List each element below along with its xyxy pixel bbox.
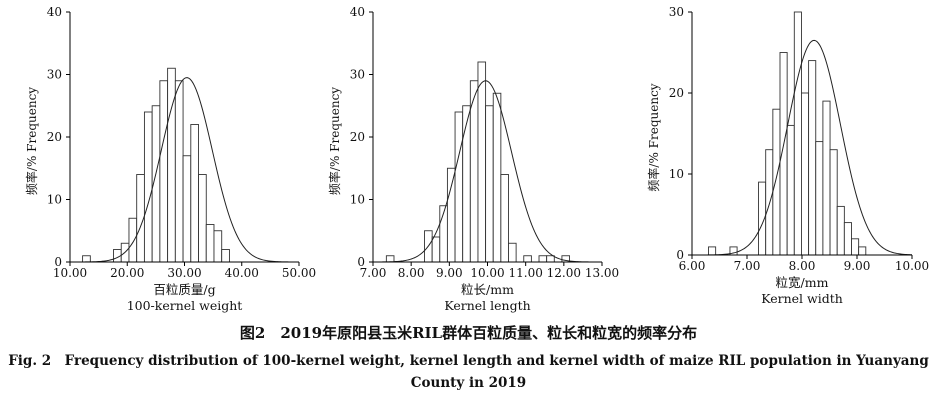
histogram-bar — [500, 174, 509, 263]
normal-curve — [70, 77, 299, 263]
x-tick-label: 12.00 — [547, 266, 581, 280]
histogram-bar — [772, 108, 781, 256]
histogram-bar — [822, 100, 831, 256]
histogram-bar — [477, 61, 487, 263]
histogram-bar — [454, 111, 464, 263]
y-axis-label: 频率/% Frequency — [646, 83, 661, 191]
y-tick-label: 20 — [669, 86, 684, 100]
histogram-bar — [190, 124, 199, 263]
x-tick-label: 7.00 — [734, 259, 761, 273]
histogram-bar — [205, 224, 215, 263]
histogram-bar — [446, 167, 456, 263]
histogram-bar — [843, 222, 852, 256]
histogram-bar — [143, 111, 153, 263]
histogram-bar — [469, 80, 479, 263]
figure-caption-en-line1: Fig. 2 Frequency distribution of 100-ker… — [8, 353, 929, 369]
histogram-bar — [492, 92, 502, 263]
histogram-bar — [546, 255, 555, 263]
normal-curve — [691, 39, 913, 256]
y-tick-label: 30 — [47, 68, 62, 82]
y-tick-label: 0 — [676, 248, 684, 262]
histogram-bar — [128, 217, 138, 263]
histogram-bar — [793, 11, 802, 256]
y-tick-label: 20 — [350, 130, 365, 144]
y-axis-label: 频率/% Frequency — [327, 87, 342, 195]
normal-curve — [372, 80, 602, 263]
histogram-bar — [779, 52, 788, 256]
histogram-bar — [174, 80, 184, 263]
x-tick-label: 13.00 — [585, 266, 619, 280]
x-tick-label: 10.00 — [53, 266, 87, 280]
x-tick-label: 10.00 — [470, 266, 504, 280]
chart-panel-length: 7.00 8.00 9.00 10.00 11.00 12.00 13.00 0 10 20 30 4… — [327, 5, 619, 313]
y-tick-label: 40 — [47, 5, 62, 19]
x-tick-label: 20.00 — [110, 266, 144, 280]
chart-panel-weight: 10.00 20.00 30.00 40.00 50.00 0 10 20 30 40 频率/% F… — [24, 5, 316, 313]
histogram-bar — [159, 80, 169, 263]
x-axis-label-en: Kernel width — [761, 291, 843, 306]
x-tick-label: 8.00 — [398, 266, 425, 280]
histogram-bar — [829, 149, 838, 256]
histogram-bar — [538, 255, 548, 263]
histogram-bar — [198, 174, 207, 263]
histogram-bar — [851, 238, 860, 256]
x-tick-label: 40.00 — [225, 266, 259, 280]
x-axis-label-cn: 粒宽/mm — [776, 275, 829, 290]
y-axis-label: 频率/% Frequency — [24, 87, 39, 195]
y-tick-label: 10 — [669, 167, 684, 181]
histogram-bar — [385, 255, 395, 263]
figure-caption-en-line2: County in 2019 — [410, 375, 527, 391]
x-tick-label: 9.00 — [844, 259, 871, 273]
histogram-bar — [508, 242, 517, 263]
x-axis-label-en: Kernel length — [444, 298, 530, 313]
figure: 10.00 20.00 30.00 40.00 50.00 0 10 20 30 40 频率/% F… — [24, 5, 929, 313]
y-tick-label: 0 — [357, 255, 365, 269]
figure-caption-cn: 图2 2019年原阳县玉米RIL群体百粒质量、粒长和粒宽的频率分布 — [239, 324, 698, 342]
histogram-bar — [765, 149, 774, 256]
y-tick-label: 0 — [54, 255, 62, 269]
x-tick-label: 50.00 — [282, 266, 316, 280]
x-tick-label: 9.00 — [436, 266, 463, 280]
y-tick-label: 30 — [669, 5, 684, 19]
y-tick-label: 30 — [350, 68, 365, 82]
x-tick-label: 7.00 — [360, 266, 387, 280]
histogram-bar — [221, 249, 230, 263]
histogram-bar — [786, 124, 795, 256]
histogram-bar — [523, 255, 532, 263]
histogram-bar — [462, 105, 471, 263]
y-tick-label: 40 — [350, 5, 365, 19]
x-tick-label: 30.00 — [167, 266, 201, 280]
x-axis-label-en: 100-kernel weight — [127, 298, 243, 313]
chart-panel-width: 6.00 7.00 8.00 9.00 10.00 0 10 20 30 频率/% Frequen… — [646, 5, 929, 306]
x-tick-label: 6.00 — [679, 259, 706, 273]
y-tick-label: 10 — [350, 193, 365, 207]
x-axis-label-cn: 粒长/mm — [461, 282, 514, 297]
histogram-bar — [836, 205, 845, 256]
histogram-bar — [431, 236, 441, 263]
histogram-bar — [82, 255, 91, 263]
x-tick-label: 8.00 — [789, 259, 816, 273]
y-tick-label: 10 — [47, 193, 62, 207]
histogram-bar — [485, 105, 494, 263]
x-tick-label: 11.00 — [508, 266, 542, 280]
histogram-bar — [815, 141, 824, 256]
histogram-bar — [213, 230, 223, 263]
histogram-bar — [801, 92, 810, 256]
histogram-bar — [808, 60, 817, 256]
histogram-bar — [858, 246, 867, 256]
x-tick-label: 10.00 — [895, 259, 929, 273]
histogram-bar — [708, 246, 717, 256]
histogram-bar — [182, 155, 192, 263]
x-axis-label-cn: 百粒质量/g — [153, 282, 215, 297]
y-tick-label: 20 — [47, 130, 62, 144]
